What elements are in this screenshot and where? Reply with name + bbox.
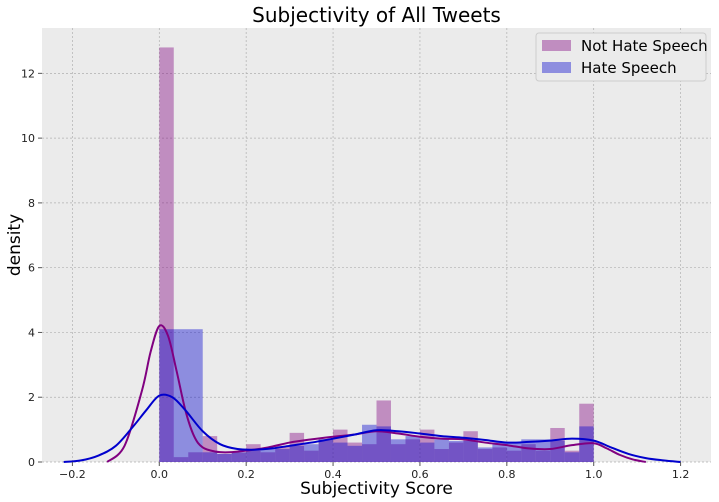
bar-not-hate <box>390 444 406 462</box>
bar-hate <box>202 452 218 462</box>
y-tick-label: 2 <box>28 391 35 404</box>
legend-box <box>535 32 707 82</box>
x-tick-label: −0.2 <box>59 468 86 481</box>
bar-hate <box>347 445 363 462</box>
bar-not-hate <box>318 439 334 462</box>
bar-not-hate <box>492 447 507 462</box>
bar-hate <box>405 436 420 462</box>
bar-hate <box>535 439 551 462</box>
y-axis: 0 2 4 6 8 10 12 <box>21 67 42 469</box>
legend-swatch-not-hate <box>542 40 571 51</box>
bar-not-hate <box>188 452 203 462</box>
legend-label-not-hate: Not Hate Speech <box>581 37 708 55</box>
bar-not-hate <box>434 449 449 462</box>
bar-hate <box>550 440 565 462</box>
chart-title: Subjectivity of All Tweets <box>252 3 501 27</box>
y-tick-label: 6 <box>28 262 35 275</box>
kde-lines <box>63 324 681 463</box>
x-axis-title: Subjectivity Score <box>300 479 453 499</box>
y-tick-label: 12 <box>21 67 35 80</box>
y-tick-label: 0 <box>28 456 35 469</box>
kde-line-hate <box>63 393 681 463</box>
y-axis-title: density <box>5 214 25 276</box>
bar-not-hate <box>275 445 290 462</box>
hist-bars <box>159 47 594 463</box>
bar-hate <box>376 426 391 462</box>
bar-not-hate <box>579 403 594 462</box>
legend: Not Hate Speech Hate Speech <box>535 32 708 82</box>
bar-hate <box>318 439 334 462</box>
bar-not-hate <box>564 450 580 462</box>
bar-not-hate <box>506 450 522 462</box>
legend-label-hate: Hate Speech <box>581 59 677 77</box>
bar-not-hate <box>448 442 464 462</box>
bar-not-hate <box>347 442 363 462</box>
bar-hate <box>492 442 507 462</box>
y-tick-label: 10 <box>21 132 35 145</box>
bar-hate <box>390 439 406 462</box>
x-tick-label: 1.2 <box>672 468 690 481</box>
bar-hate <box>304 444 319 462</box>
bar-not-hate <box>231 452 247 462</box>
bar-hate <box>289 445 305 462</box>
x-tick-label: 0.4 <box>324 468 342 481</box>
bar-hate <box>564 452 580 462</box>
bar-hate <box>434 439 449 462</box>
bar-not-hate <box>405 439 420 462</box>
bar-not-hate <box>477 449 493 462</box>
bar-not-hate <box>260 452 276 462</box>
bar-not-hate <box>304 450 319 462</box>
bar-not-hate <box>159 47 174 463</box>
bar-hate <box>463 440 478 462</box>
bar-hate <box>477 447 493 462</box>
x-tick-label: 0.6 <box>411 468 429 481</box>
bar-hate <box>231 452 247 462</box>
bar-hate <box>419 442 435 462</box>
x-axis: −0.2 0.0 0.2 0.4 0.6 0.8 1.0 1.2 <box>59 462 689 481</box>
bar-hate <box>448 440 464 462</box>
x-tick-label: 0.8 <box>498 468 516 481</box>
bar-hate <box>362 424 377 462</box>
bar-hate <box>521 439 536 462</box>
legend-swatch-hate <box>542 62 571 73</box>
x-tick-label: 0.2 <box>237 468 255 481</box>
bar-not-hate <box>217 453 232 462</box>
bar-hate <box>217 453 232 462</box>
y-tick-label: 4 <box>28 326 35 339</box>
bar-hate <box>275 449 290 462</box>
bar-not-hate <box>550 427 565 462</box>
bar-hate <box>333 442 348 462</box>
bar-not-hate <box>202 436 218 462</box>
x-tick-label: 1.0 <box>585 468 603 481</box>
bar-not-hate <box>173 457 189 462</box>
bar-hate <box>260 449 276 462</box>
bar-not-hate <box>362 444 377 462</box>
bar-hate <box>246 450 261 462</box>
bar-not-hate <box>535 450 551 462</box>
kde-line-not-hate <box>106 324 647 463</box>
y-tick-label: 8 <box>28 197 35 210</box>
x-tick-label: 0.0 <box>151 468 169 481</box>
plot-background <box>42 28 711 462</box>
